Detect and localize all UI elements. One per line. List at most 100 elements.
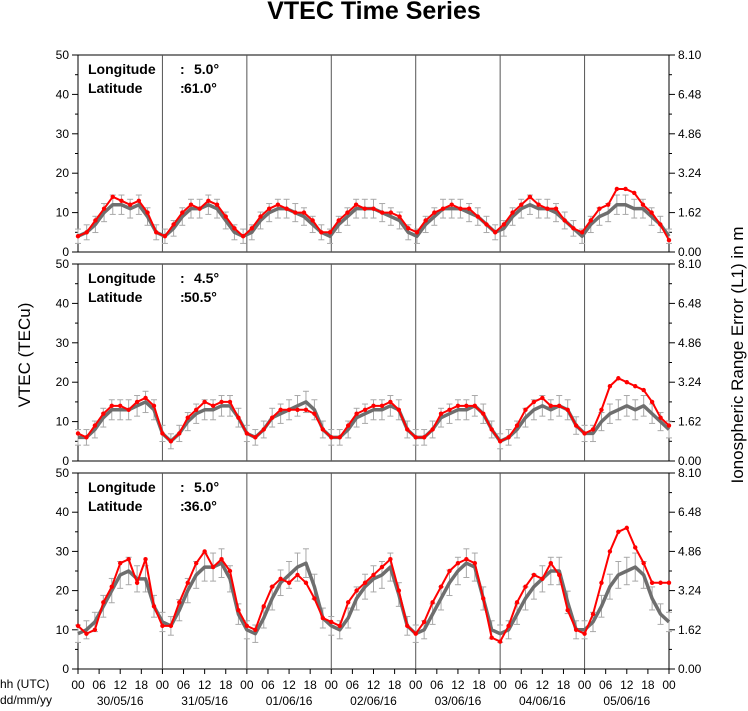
longitude-label: Longitude — [88, 479, 156, 495]
measured-point — [523, 584, 528, 589]
measured-point — [633, 383, 638, 389]
measured-point — [75, 431, 81, 436]
y-tick-label: 10 — [56, 206, 70, 220]
x-hour-label: 18 — [641, 678, 655, 692]
x-hour-label: 18 — [303, 678, 317, 692]
measured-point — [531, 572, 537, 578]
x-hour-label: 06 — [346, 678, 360, 692]
latitude-label: Latitude — [88, 498, 143, 514]
measured-point — [571, 226, 576, 231]
measured-point — [506, 623, 511, 629]
measured-point — [649, 210, 654, 215]
y-tick-label-right: 6.48 — [678, 505, 702, 519]
measured-point — [236, 608, 241, 613]
longitude-separator: : — [180, 479, 185, 495]
y-tick-label-right: 8.10 — [678, 466, 702, 480]
y-tick-label: 0 — [62, 662, 69, 676]
measured-point — [118, 403, 123, 409]
measured-point — [616, 376, 621, 381]
measured-point — [455, 560, 461, 566]
measured-point — [536, 202, 541, 207]
measured-point — [649, 399, 655, 405]
measured-point — [337, 435, 342, 440]
measured-point — [278, 576, 283, 582]
x-date-label: 31/05/16 — [181, 694, 228, 708]
latitude-value: 61.0° — [184, 80, 217, 96]
measured-point — [447, 568, 452, 574]
y-tick-label: 0 — [62, 454, 69, 468]
measured-point — [379, 210, 385, 215]
measured-point — [336, 218, 341, 223]
measured-point — [101, 600, 106, 605]
measured-point — [371, 206, 376, 211]
measured-point — [127, 202, 133, 207]
panels-layer: 0 0.00 10 1.62 20 3.24 30 4.86 40 6.48 50 8.10 Longi… — [56, 48, 702, 676]
measured-point — [565, 608, 570, 613]
measured-point — [397, 214, 402, 219]
x-hour-label: 18 — [557, 678, 571, 692]
measured-point — [267, 206, 272, 211]
measured-point — [354, 411, 359, 416]
measured-point — [168, 623, 174, 629]
latitude-separator: : — [180, 80, 185, 96]
measured-point — [405, 623, 410, 629]
measured-point — [519, 202, 524, 207]
measured-point — [565, 407, 570, 412]
measured-point — [396, 407, 402, 412]
measured-point — [492, 230, 498, 235]
x-hour-label: 12 — [620, 678, 634, 692]
measured-point — [557, 572, 562, 578]
y-tick-label: 40 — [56, 87, 70, 101]
longitude-separator: : — [180, 270, 185, 286]
measured-point — [379, 403, 385, 409]
x-hour-label: 12 — [114, 678, 128, 692]
measured-point — [253, 627, 258, 632]
measured-point — [449, 202, 454, 207]
measured-point — [151, 604, 157, 609]
measured-point — [590, 611, 596, 617]
measured-point — [151, 403, 157, 409]
measured-point — [214, 202, 220, 207]
x-hour-label: 06 — [599, 678, 613, 692]
x-hour-label: 12 — [367, 678, 381, 692]
measured-point — [219, 557, 224, 562]
x-hour-label: 06 — [430, 678, 444, 692]
x-date-label: 30/05/16 — [97, 694, 144, 708]
measured-point — [466, 206, 472, 211]
y-axis-label-left: VTEC (TECu) — [15, 303, 34, 408]
measured-point — [118, 560, 123, 566]
measured-point — [406, 226, 411, 231]
measured-point — [261, 604, 266, 609]
measured-point — [109, 403, 114, 409]
measured-point — [413, 631, 418, 636]
y-tick-label: 40 — [56, 505, 70, 519]
latitude-label: Latitude — [88, 289, 143, 305]
measured-point — [293, 210, 298, 215]
panel-2: 0 0.00 10 1.62 20 3.24 30 4.86 40 6.48 50 8.10 Longi… — [56, 257, 702, 468]
measured-point — [597, 206, 602, 211]
y-tick-label: 30 — [56, 544, 70, 558]
x-date-label: 03/06/16 — [435, 694, 482, 708]
measured-point — [438, 411, 444, 416]
measured-point — [371, 572, 376, 578]
measured-point — [548, 403, 553, 409]
measured-point — [413, 435, 418, 440]
longitude-value: 4.5° — [194, 270, 219, 286]
y-tick-label-right: 1.62 — [678, 415, 702, 429]
measured-point — [599, 407, 604, 412]
measured-point — [126, 407, 131, 412]
measured-point — [295, 572, 300, 578]
measured-point — [464, 403, 469, 409]
measured-point — [286, 580, 292, 585]
measured-point — [194, 407, 199, 412]
x-date-label: 01/06/16 — [266, 694, 313, 708]
measured-point — [160, 431, 165, 436]
measured-point — [605, 202, 611, 207]
x-hour-label: 06 — [177, 678, 191, 692]
y-axis-label-right: Ionospheric Range Error (L1) in m — [728, 226, 747, 483]
y-tick-label: 20 — [56, 584, 70, 598]
measured-point — [253, 435, 258, 440]
measured-point — [531, 399, 537, 405]
model-series-line — [77, 561, 671, 636]
y-tick-label: 30 — [56, 336, 70, 350]
